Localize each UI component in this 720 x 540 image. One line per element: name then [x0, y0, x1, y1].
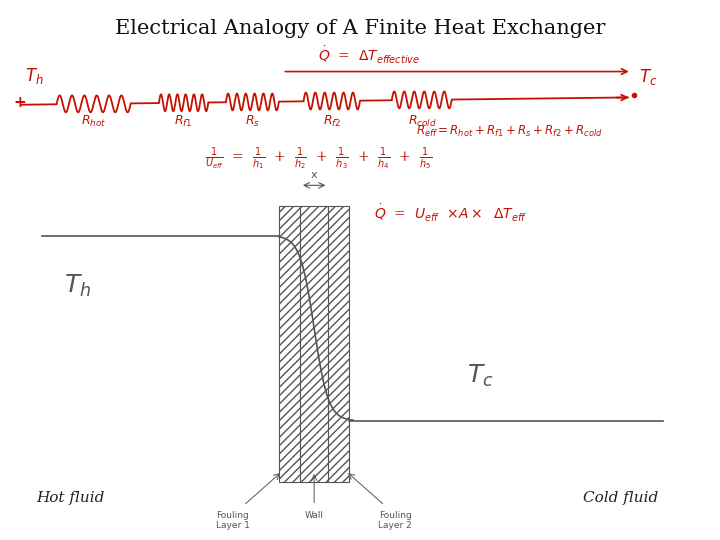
Text: $R_{hot}$: $R_{hot}$	[81, 113, 106, 129]
Text: Fouling
Layer 2: Fouling Layer 2	[379, 511, 412, 530]
Bar	[300, 206, 328, 482]
Text: $\dot{Q}$  =  $U_{eff}$  $\times A \times$  $\Delta T_{eff}$: $\dot{Q}$ = $U_{eff}$ $\times A \times$ …	[374, 203, 528, 224]
Text: $T_h$: $T_h$	[24, 66, 44, 86]
Text: $T_c$: $T_c$	[639, 67, 657, 87]
Text: Fouling
Layer 1: Fouling Layer 1	[216, 511, 250, 530]
Text: Hot fluid: Hot fluid	[37, 490, 105, 504]
Text: $R_{f2}$: $R_{f2}$	[323, 113, 341, 129]
Bar	[279, 206, 300, 482]
Text: $T_h$: $T_h$	[64, 273, 91, 299]
Text: Cold fluid: Cold fluid	[583, 490, 659, 504]
Text: Electrical Analogy of A Finite Heat Exchanger: Electrical Analogy of A Finite Heat Exch…	[114, 18, 606, 38]
Text: +: +	[14, 94, 26, 110]
Bar	[328, 206, 349, 482]
Text: x: x	[311, 170, 318, 180]
Text: $T_c$: $T_c$	[467, 363, 493, 389]
Text: $R_s$: $R_s$	[246, 113, 260, 129]
Text: $R_{eff} = R_{hot} + R_{f1} + R_s + R_{f2} + R_{cold}$: $R_{eff} = R_{hot} + R_{f1} + R_s + R_{f…	[416, 124, 603, 139]
Text: $\frac{1}{U_{eff}}$  =  $\frac{1}{h_1}$  +  $\frac{1}{h_2}$  +  $\frac{1}{h_3}$ : $\frac{1}{U_{eff}}$ = $\frac{1}{h_1}$ + …	[204, 145, 432, 172]
Text: $R_{cold}$: $R_{cold}$	[408, 113, 436, 129]
Text: Wall: Wall	[305, 511, 323, 520]
Text: $R_{f1}$: $R_{f1}$	[174, 113, 193, 129]
Text: $\dot{Q}$  =  $\Delta T_{effective}$: $\dot{Q}$ = $\Delta T_{effective}$	[318, 45, 420, 66]
